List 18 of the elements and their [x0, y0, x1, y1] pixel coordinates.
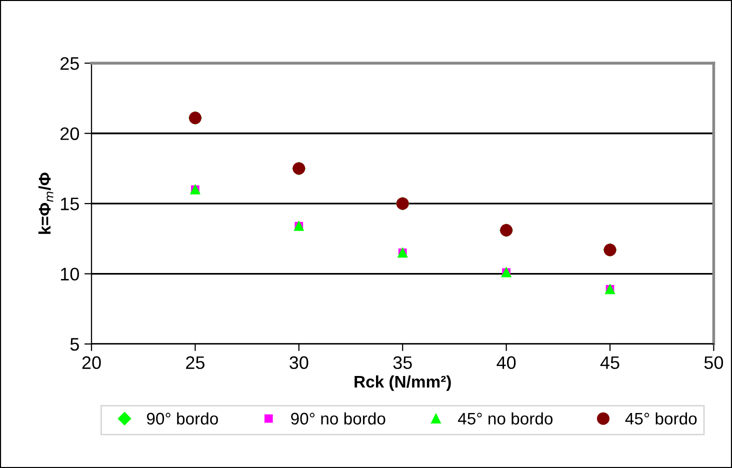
- x-tick-label: 40: [496, 356, 516, 370]
- x-tick-label: 45: [600, 356, 620, 370]
- x-tick-label: 50: [704, 356, 724, 370]
- x-axis-title: Rck (N/mm²): [354, 375, 451, 391]
- y-axis-title: k=Φ$_{m}$/Φ: [38, 172, 54, 234]
- legend-label: 90° bordo: [146, 412, 218, 425]
- legend-label: 45° bordo: [625, 412, 697, 425]
- y-tick-label: 5: [70, 338, 79, 351]
- legend-label: 90° no bordo: [291, 412, 386, 425]
- x-tick-label: 20: [82, 356, 101, 370]
- y-tick-label: 20: [60, 127, 79, 140]
- x-tick-label: 25: [186, 356, 204, 370]
- x-tick-label: 35: [393, 356, 412, 370]
- y-tick-label: 10: [60, 268, 79, 280]
- legend-label: 45° no bordo: [458, 412, 553, 425]
- y-tick-label: 15: [60, 198, 79, 210]
- y-tick-label: 25: [60, 57, 79, 70]
- x-tick-label: 30: [290, 356, 308, 370]
